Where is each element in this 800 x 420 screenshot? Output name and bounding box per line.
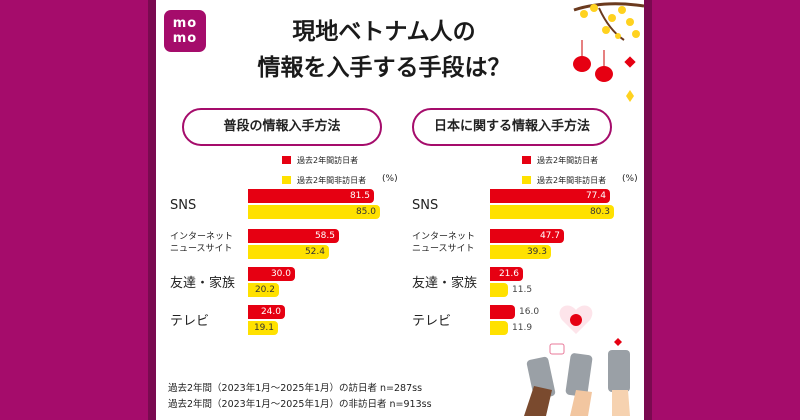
bar-visited	[490, 189, 610, 203]
data-label: 21.6	[498, 269, 519, 279]
data-label: 11.9	[512, 323, 533, 333]
bar-not-visited	[248, 283, 279, 297]
category-label: テレビ	[412, 314, 452, 329]
panel-2-legend-not-visited: 過去2年間非訪日者	[522, 175, 606, 186]
bar-visited	[248, 267, 295, 281]
legend-swatch-yellow	[522, 176, 531, 184]
data-label: 30.0	[270, 269, 291, 279]
bar-visited	[248, 189, 374, 203]
legend-swatch-yellow	[282, 176, 291, 184]
category-label: 友達・家族	[170, 276, 236, 291]
data-label: 81.5	[349, 191, 370, 201]
panel-1-legend-visited: 過去2年間訪日者	[282, 155, 358, 166]
category-label: SNS	[170, 198, 197, 213]
category-label: インターネット ニュースサイト	[412, 232, 476, 254]
data-label: 77.4	[585, 191, 606, 201]
infographic-card: mo mo 現地ベトナム人の 情報を入手する手段は？ 普段の情報入手方法 日本に…	[148, 0, 652, 420]
data-label: 58.5	[314, 231, 335, 241]
category-label: SNS	[412, 198, 439, 213]
data-label: 16.0	[519, 307, 540, 317]
category-label: インターネット ニュースサイト	[170, 232, 234, 254]
blossom-lantern-decoration-icon	[573, 2, 644, 102]
legend-swatch-red	[282, 156, 291, 164]
title-line-2: 情報を入手する手段は？	[257, 55, 511, 81]
bar-not-visited	[490, 321, 508, 335]
hands-phones-illustration-icon	[524, 305, 630, 416]
data-label: 47.7	[539, 231, 560, 241]
bar-not-visited	[248, 245, 329, 259]
bar-visited	[490, 267, 523, 281]
category-label: テレビ	[170, 314, 210, 329]
footnote-not-visited: 過去2年間（2023年1月～2025年1月）の非訪日者 n=913ss	[168, 399, 432, 410]
bar-not-visited	[490, 205, 614, 219]
panel-1-unit: (%)	[382, 174, 398, 184]
data-label: 24.0	[260, 307, 281, 317]
footnote-visited: 過去2年間（2023年1月～2025年1月）の訪日者 n=287ss	[168, 383, 423, 394]
bar-not-visited	[248, 321, 278, 335]
data-label: 52.4	[304, 247, 325, 257]
bar-visited	[490, 305, 515, 319]
panel-1-legend-not-visited: 過去2年間非訪日者	[282, 175, 366, 186]
data-label: 80.3	[589, 207, 610, 217]
bar-not-visited	[490, 245, 551, 259]
bar-visited	[248, 229, 339, 243]
data-label: 19.1	[253, 323, 274, 333]
panel-2-title: 日本に関する情報入手方法	[412, 108, 612, 146]
bar-visited	[248, 305, 285, 319]
bar-visited	[490, 229, 564, 243]
title-line-1: 現地ベトナム人の	[292, 19, 476, 45]
data-label: 20.2	[254, 285, 275, 295]
bar-not-visited	[490, 283, 508, 297]
momo-logo: mo mo	[164, 10, 206, 52]
data-label: 85.0	[355, 207, 376, 217]
data-label: 11.5	[512, 285, 533, 295]
panel-2-unit: (%)	[622, 174, 638, 184]
legend-swatch-red	[522, 156, 531, 164]
data-label: 39.3	[526, 247, 547, 257]
panel-1-title: 普段の情報入手方法	[182, 108, 382, 146]
bar-not-visited	[248, 205, 380, 219]
panel-2-legend-visited: 過去2年間訪日者	[522, 155, 598, 166]
category-label: 友達・家族	[412, 276, 478, 291]
page-title: 現地ベトナム人の 情報を入手する手段は？	[212, 14, 556, 86]
